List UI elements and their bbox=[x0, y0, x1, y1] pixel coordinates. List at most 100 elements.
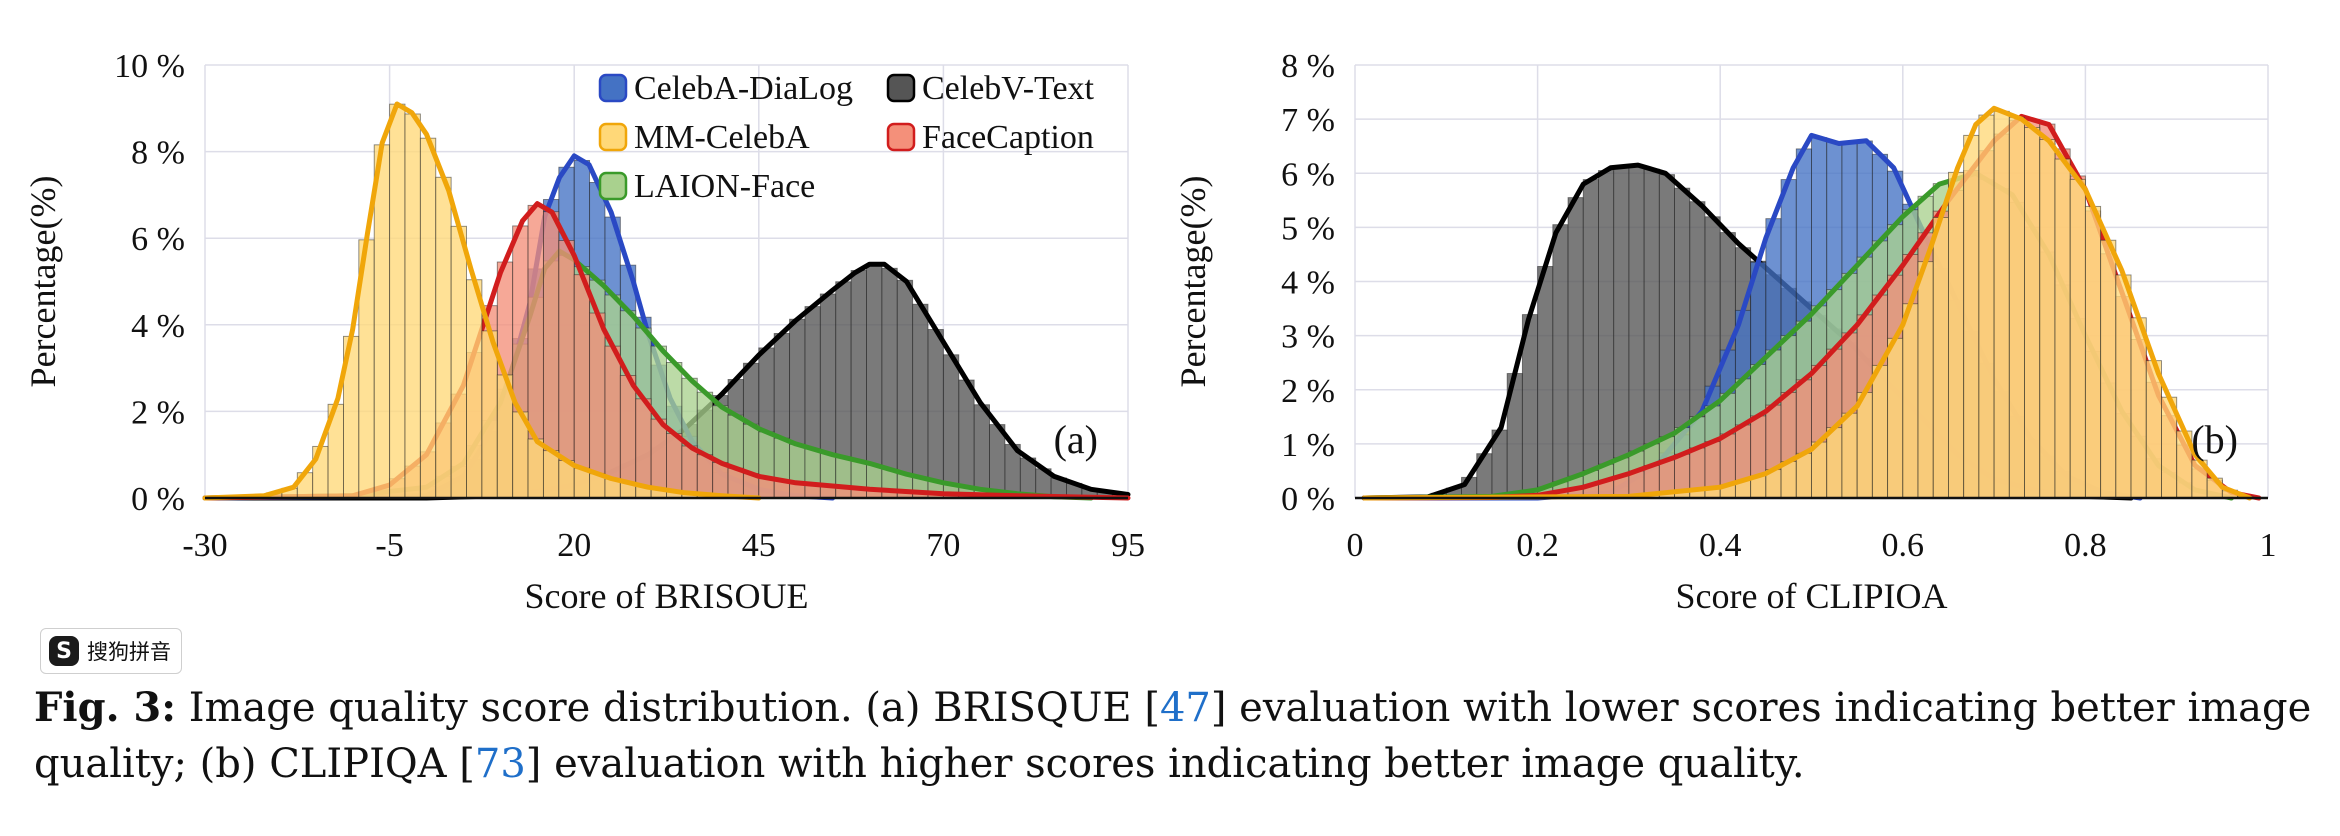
bar-mm-celeba bbox=[1856, 392, 1873, 499]
chart-panel-a: -30 -5 20 45 70 95 0 % 2 % 4 % 6 % 8 % 10 % Score of… bbox=[23, 48, 1145, 616]
line-mm-celeba bbox=[1361, 105, 2253, 501]
caption-text-2: ] evaluation with lower scores indicatin… bbox=[34, 685, 2312, 787]
bar-mm-celeba bbox=[1826, 427, 1843, 499]
bar-mm-celeba bbox=[1795, 452, 1812, 499]
bar-mm-celeba bbox=[1993, 110, 2010, 499]
bar-mm-celeba bbox=[2024, 127, 2041, 499]
bar-mm-celeba bbox=[419, 137, 437, 499]
x-tick-label: 0.4 bbox=[1699, 527, 1742, 564]
y-tick-label: 8 % bbox=[1281, 48, 1335, 85]
chart-panel-b: 0 0.2 0.4 0.6 0.8 1 0 % 1 % 2 % 3 % 4 % 5 % 6 % 7 % 8 … bbox=[1173, 48, 2277, 616]
bar-mm-celeba bbox=[542, 450, 560, 499]
ime-badge-label: 搜狗拼音 bbox=[87, 640, 171, 664]
bar-mm-celeba bbox=[2130, 317, 2147, 499]
legend-label-celebv-text: CelebV-Text bbox=[922, 70, 1095, 107]
bar-mm-celeba bbox=[1932, 217, 1949, 499]
x-tick-label: 0.6 bbox=[1882, 527, 1925, 564]
y-tick-label: 4 % bbox=[131, 308, 185, 345]
x-tick-label: 0.2 bbox=[1516, 527, 1559, 564]
bar-facecaption bbox=[712, 462, 729, 499]
bar-mm-celeba bbox=[2115, 274, 2132, 499]
y-tick-label: 2 % bbox=[131, 394, 185, 431]
bar-mm-celeba bbox=[1917, 261, 1934, 499]
figure-caption: Fig. 3: Image quality score distribution… bbox=[34, 680, 2324, 792]
bar-celebv-text bbox=[973, 404, 991, 499]
bar-mm-celeba bbox=[2100, 239, 2117, 499]
citation-link-73[interactable]: 73 bbox=[474, 741, 526, 787]
legend-label-mm-celeba: MM-CelebA bbox=[634, 119, 810, 156]
bar-mm-celeba bbox=[389, 103, 406, 499]
y-tick-label: 0 % bbox=[1281, 481, 1335, 518]
y-tick-label: 4 % bbox=[1281, 265, 1335, 302]
bar-mm-celeba bbox=[1887, 337, 1904, 499]
y-tick-label: 7 % bbox=[1281, 102, 1335, 139]
figure-label: Fig. 3: bbox=[34, 684, 177, 731]
bar-celebv-text bbox=[881, 267, 898, 499]
bar-celebv-text bbox=[1598, 170, 1615, 499]
bar-mm-celeba bbox=[481, 330, 498, 499]
caption-text-3: ] evaluation with higher scores indicati… bbox=[525, 741, 1805, 787]
y-tick-label: 3 % bbox=[1281, 319, 1335, 356]
bar-celebv-text bbox=[912, 303, 929, 499]
bar-mm-celeba bbox=[2069, 178, 2086, 499]
x-tick-label: -5 bbox=[375, 527, 403, 564]
line-mm-celeba bbox=[202, 101, 762, 501]
bar-mm-celeba bbox=[1978, 114, 1995, 499]
bar-mm-celeba bbox=[2084, 205, 2102, 499]
bar-celebv-text bbox=[896, 279, 914, 499]
x-axis-title: Score of CLIPIOA bbox=[1676, 576, 1948, 616]
y-axis-title: Percentage(%) bbox=[1173, 176, 1213, 388]
y-tick-label: 10 % bbox=[114, 48, 185, 85]
bar-celebv-text bbox=[942, 354, 960, 499]
bar-mm-celeba bbox=[450, 225, 467, 499]
bar-mm-celeba bbox=[466, 279, 483, 499]
panel-label: (b) bbox=[2191, 417, 2238, 462]
legend-swatch-mm-celeba bbox=[598, 122, 628, 152]
bar-celebv-text bbox=[1537, 266, 1554, 499]
bar-celebv-text bbox=[1552, 224, 1569, 499]
ime-status-badge[interactable]: S 搜狗拼音 bbox=[40, 628, 182, 674]
bar-mm-celeba bbox=[2054, 158, 2071, 499]
bar-celebv-text bbox=[1582, 179, 1599, 499]
bar-mm-celeba bbox=[1947, 171, 1965, 499]
caption-text-1: Image quality score distribution. (a) BR… bbox=[176, 685, 1160, 731]
x-tick-label: 45 bbox=[742, 527, 776, 564]
bar-mm-celeba bbox=[1963, 134, 1980, 499]
bar-mm-celeba bbox=[527, 438, 544, 499]
legend-swatch-celebv-text bbox=[886, 73, 916, 103]
series-mm-celeba bbox=[202, 101, 762, 501]
bar-mm-celeba bbox=[373, 144, 391, 499]
bar-mm-celeba bbox=[404, 113, 421, 499]
y-axis-title: Percentage(%) bbox=[23, 176, 63, 388]
bar-mm-celeba bbox=[1871, 364, 1889, 499]
x-axis-title: Score of BRISOUE bbox=[525, 576, 809, 616]
y-tick-label: 5 % bbox=[1281, 210, 1335, 247]
x-tick-label: -30 bbox=[182, 527, 227, 564]
bar-celebv-text bbox=[1613, 166, 1630, 499]
bar-mm-celeba bbox=[1841, 412, 1858, 499]
y-tick-label: 8 % bbox=[131, 135, 185, 172]
legend-swatch-celeba-dialog bbox=[598, 73, 628, 103]
panel-label: (a) bbox=[1054, 417, 1098, 462]
citation-link-47[interactable]: 47 bbox=[1159, 685, 1211, 731]
y-tick-label: 6 % bbox=[131, 221, 185, 258]
legend-label-facecaption: FaceCaption bbox=[922, 119, 1094, 156]
sogou-logo-icon: S bbox=[49, 636, 79, 666]
x-tick-label: 70 bbox=[926, 527, 960, 564]
bar-celebv-text bbox=[1567, 197, 1584, 499]
series-mm-celeba bbox=[1361, 105, 2254, 501]
bar-celebv-text bbox=[958, 379, 975, 499]
legend-swatch-facecaption bbox=[886, 122, 916, 152]
legend: CelebA-DiaLog CelebV-Text MM-CelebA FaceCap… bbox=[598, 70, 1095, 205]
x-tick-label: 20 bbox=[557, 527, 591, 564]
x-tick-label: 0 bbox=[1347, 527, 1364, 564]
bar-celebv-text bbox=[927, 329, 944, 499]
legend-label-laion-face: LAION-Face bbox=[634, 168, 815, 205]
figure-charts: -30 -5 20 45 70 950 %2 %4 %6 %8 %10 %Score of… bbox=[23, 48, 2277, 616]
legend-swatch-laion-face bbox=[598, 171, 628, 201]
bar-mm-celeba bbox=[2008, 116, 2025, 499]
y-tick-label: 1 % bbox=[1281, 427, 1335, 464]
bar-mm-celeba bbox=[435, 176, 452, 499]
x-tick-label: 1 bbox=[2260, 527, 2277, 564]
legend-label-celeba-dialog: CelebA-DiaLog bbox=[634, 70, 853, 107]
